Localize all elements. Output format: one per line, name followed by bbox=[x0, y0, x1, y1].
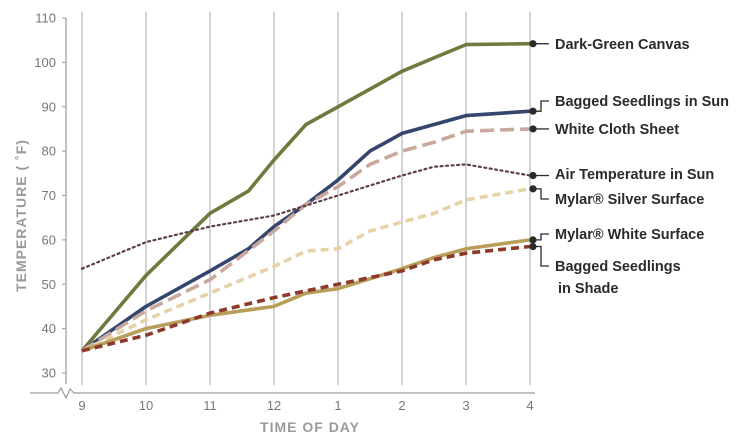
x-tick-label-1: 1 bbox=[334, 398, 341, 413]
x-tick-label-4: 4 bbox=[526, 398, 533, 413]
legend-label-0: Dark-Green Canvas bbox=[555, 37, 690, 53]
x-tick-label-2: 2 bbox=[398, 398, 405, 413]
legend-connector-4 bbox=[536, 188, 549, 200]
legend-label-line: Dark-Green Canvas bbox=[555, 37, 690, 53]
legend-label-line: Mylar® White Surface bbox=[555, 227, 704, 243]
y-tick-label-70: 70 bbox=[42, 188, 56, 203]
series-line-5 bbox=[81, 238, 531, 353]
legend-label-1: Bagged Seedlings in Sun bbox=[555, 94, 729, 110]
legend-label-6: Bagged Seedlings in Shade bbox=[555, 259, 681, 297]
series-line-6 bbox=[81, 244, 531, 353]
legend-marker-2 bbox=[529, 125, 537, 133]
series-line-2 bbox=[81, 127, 531, 353]
legend-connector-5 bbox=[536, 233, 549, 241]
legend-label-line: in Shade bbox=[558, 281, 618, 297]
y-tick-label-110: 110 bbox=[35, 11, 56, 26]
legend-label-2: White Cloth Sheet bbox=[555, 122, 679, 138]
gridlines bbox=[81, 12, 531, 385]
y-tick-label-100: 100 bbox=[34, 55, 56, 70]
legend-marker-0 bbox=[529, 40, 537, 48]
legend-marker-6 bbox=[529, 242, 537, 251]
legend-label-5: Mylar® White Surface bbox=[555, 227, 704, 243]
legend-connector-6 bbox=[536, 245, 549, 267]
legend-label-4: Mylar® Silver Surface bbox=[555, 192, 704, 208]
series-lines bbox=[80, 41, 532, 353]
x-axis-title: TIME OF DAY bbox=[260, 419, 360, 435]
x-tick-label-11: 11 bbox=[203, 398, 217, 413]
series-line-4 bbox=[81, 187, 531, 353]
legend-marker-3 bbox=[529, 171, 537, 180]
y-tick-label-40: 40 bbox=[42, 321, 56, 336]
y-tick-label-60: 60 bbox=[42, 232, 56, 247]
legend-marker-1 bbox=[529, 107, 537, 115]
legend-marker-5 bbox=[529, 236, 537, 244]
x-axis-line-with-break bbox=[30, 386, 535, 400]
x-tick-label-3: 3 bbox=[462, 398, 469, 413]
legend-marker-4 bbox=[529, 185, 537, 193]
legend-label-line: Bagged Seedlings bbox=[555, 259, 681, 275]
x-tick-label-12: 12 bbox=[267, 398, 281, 413]
y-tick-label-80: 80 bbox=[42, 144, 56, 159]
series-line-1 bbox=[80, 109, 531, 353]
legend-label-3: Air Temperature in Sun bbox=[555, 167, 714, 183]
y-tick-label-90: 90 bbox=[42, 99, 56, 114]
x-tick-label-10: 10 bbox=[139, 398, 153, 413]
y-axis-title: TEMPERATURE ( ˚F) bbox=[13, 139, 29, 292]
y-tick-label-50: 50 bbox=[42, 277, 56, 292]
legend-label-line: Bagged Seedlings in Sun bbox=[555, 94, 729, 110]
legend-connector-1 bbox=[536, 100, 549, 112]
legend-label-line: White Cloth Sheet bbox=[555, 122, 679, 138]
legend-label-line: Air Temperature in Sun bbox=[555, 167, 714, 183]
legend: Dark-Green Canvas Bagged Seedlings in Sun… bbox=[529, 37, 729, 297]
x-tick-label-9: 9 bbox=[78, 398, 85, 413]
series-line-0 bbox=[80, 41, 531, 352]
legend-label-line: Mylar® Silver Surface bbox=[555, 192, 704, 208]
y-tick-label-30: 30 bbox=[42, 366, 56, 381]
